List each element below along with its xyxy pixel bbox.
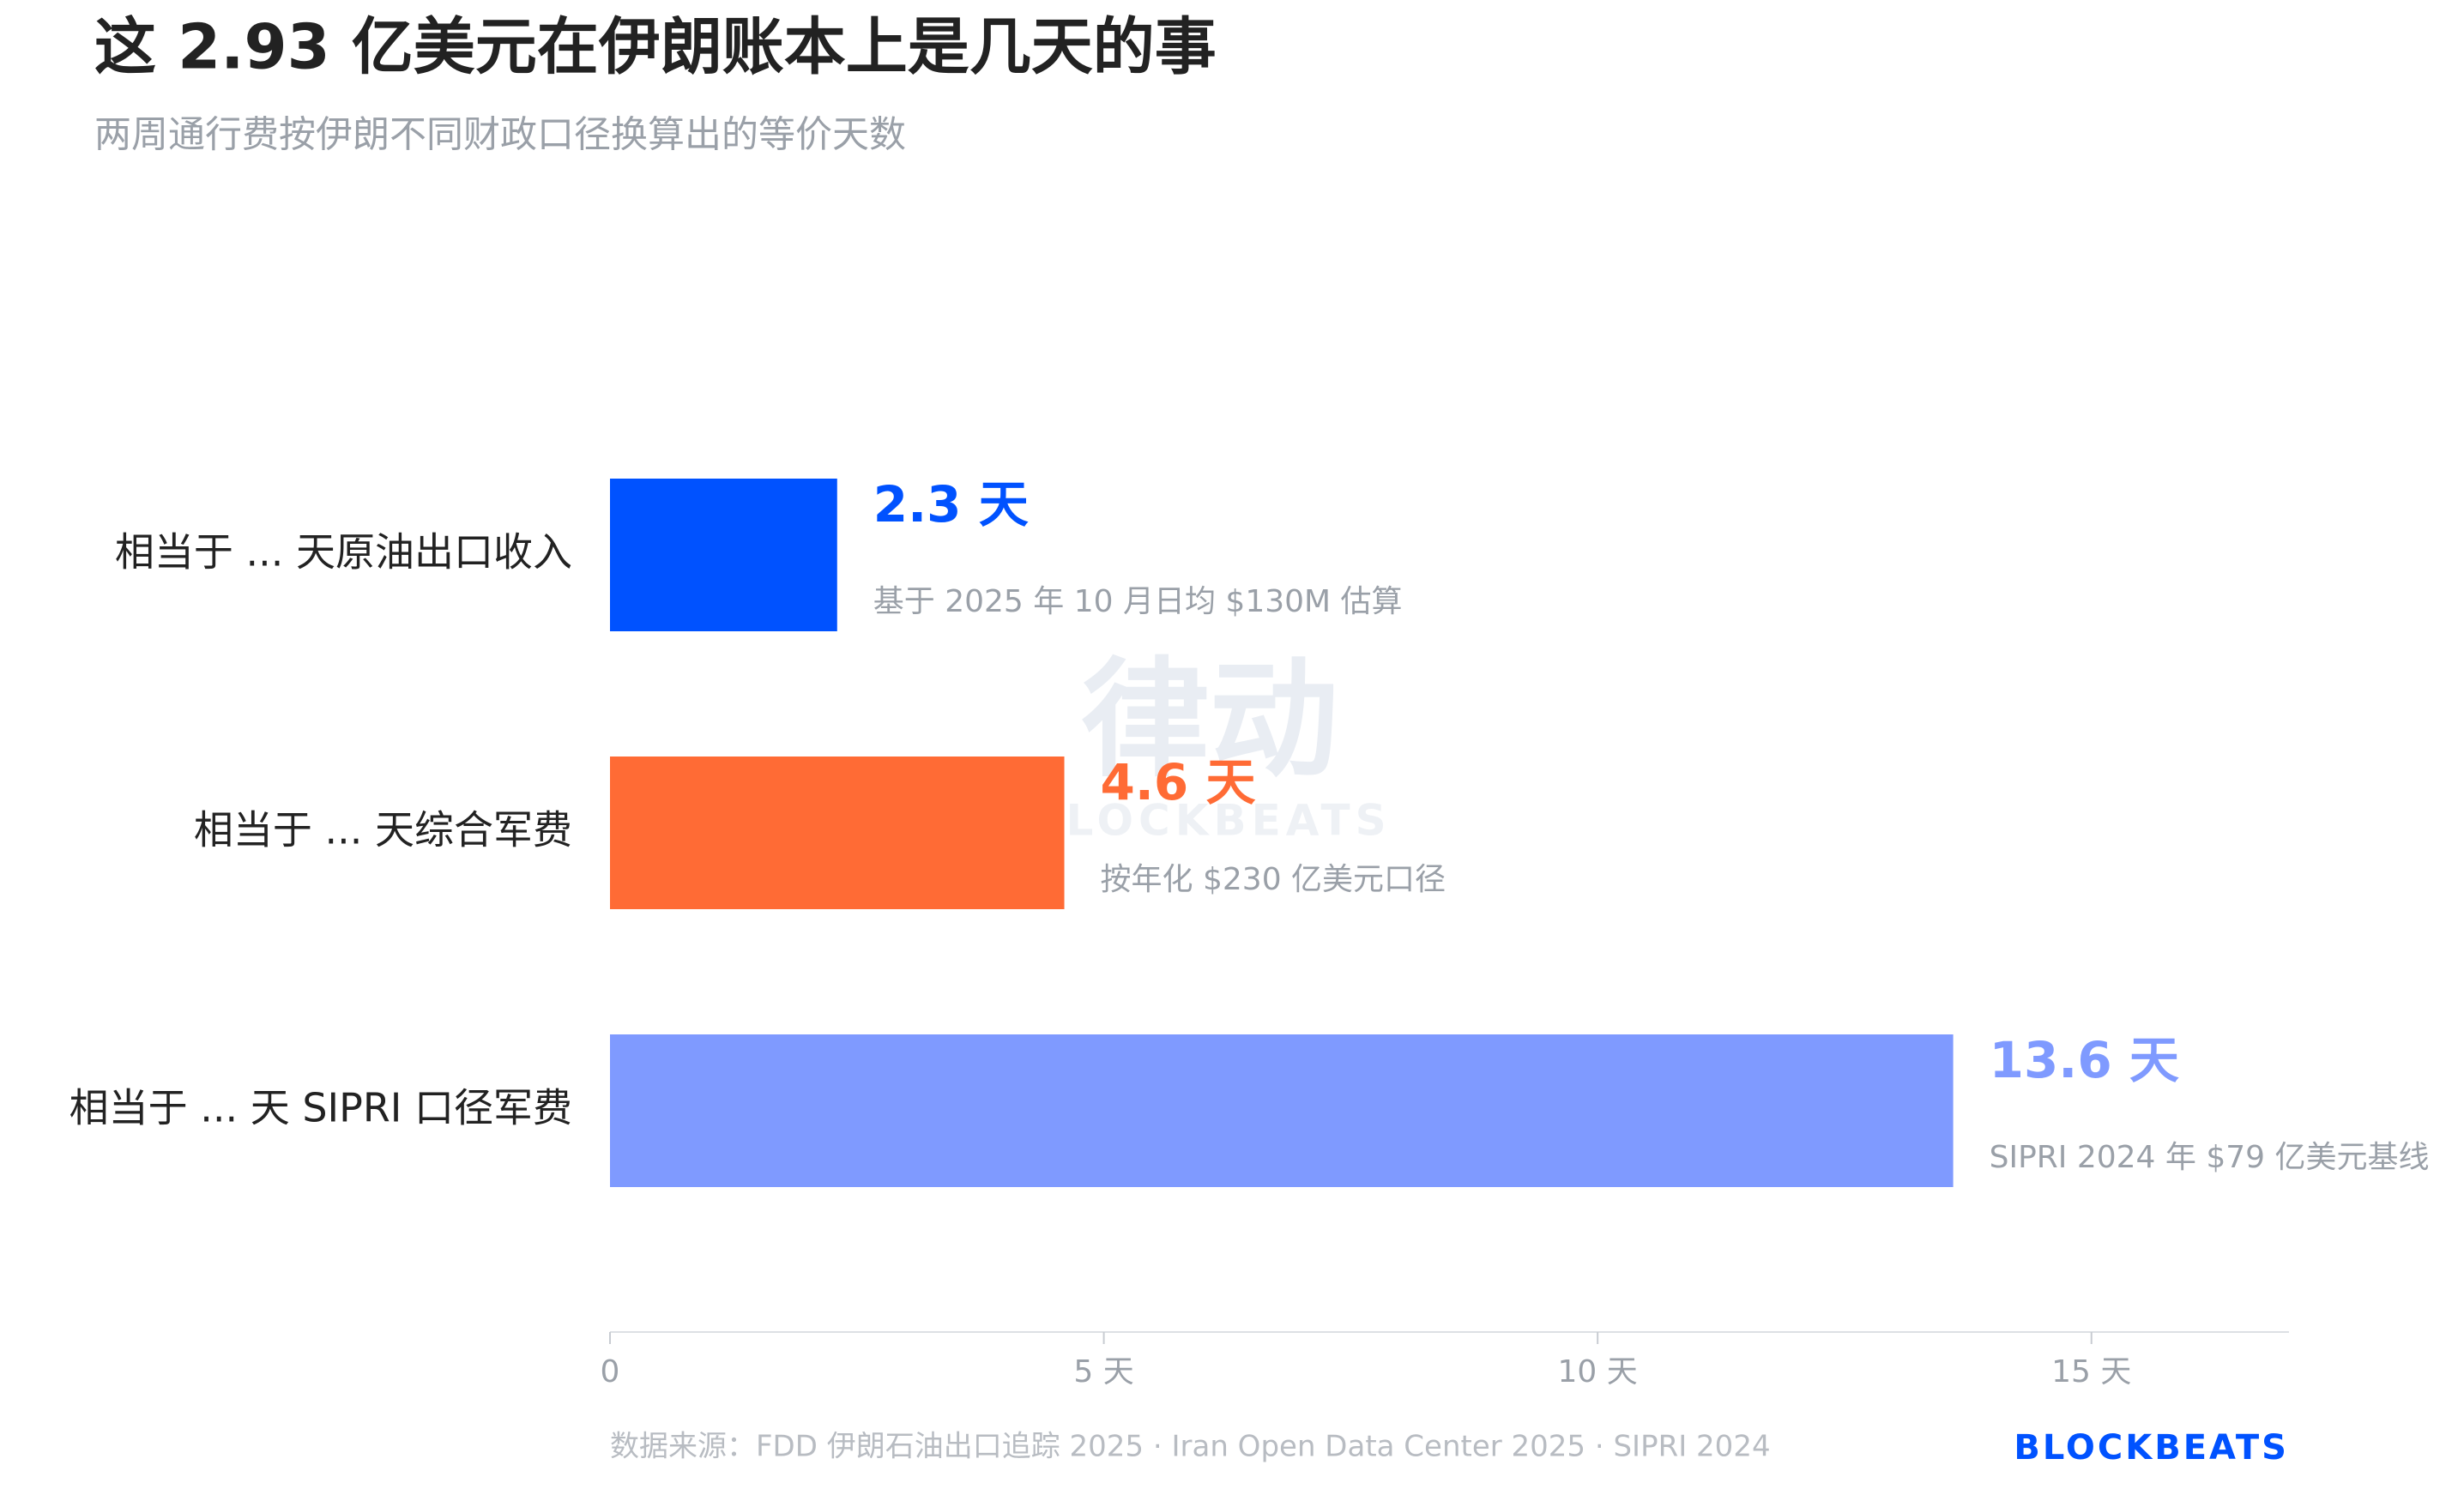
y-tick-label: 相当于 ... 天综合军费 [194,807,572,853]
bar [610,1034,1954,1187]
x-tick-label: 15 天 [2051,1354,2131,1389]
bar-annotation: SIPRI 2024 年 $79 亿美元基线 [1990,1140,2430,1175]
x-tick-label: 10 天 [1558,1354,1638,1389]
y-tick-label: 相当于 ... 天 SIPRI 口径军费 [69,1085,572,1131]
value-label: 2.3 天 [873,475,1029,533]
x-tick-label: 5 天 [1073,1354,1133,1389]
bar-annotation: 按年化 $230 亿美元口径 [1101,862,1446,897]
chart-subtitle: 两周通行费按伊朗不同财政口径换算出的等价天数 [94,114,906,157]
bar [610,479,837,631]
bar-annotation: 基于 2025 年 10 月日均 $130M 估算 [873,584,1403,619]
watermark: 律动 [1081,646,1338,795]
chart-title: 这 2.93 亿美元在伊朗账本上是几天的事 [94,11,1217,83]
x-tick-label: 0 [601,1354,620,1389]
watermark: BLOCKBEATS [1028,796,1391,846]
value-label: 4.6 天 [1101,753,1256,811]
y-tick-label: 相当于 ... 天原油出口收入 [115,529,572,576]
bar [610,757,1065,909]
value-label: 13.6 天 [1990,1031,2179,1089]
source-note: 数据来源：FDD 伊朗石油出口追踪 2025 · Iran Open Data … [610,1430,1771,1464]
logo: BLOCKBEATS [2014,1428,2289,1468]
